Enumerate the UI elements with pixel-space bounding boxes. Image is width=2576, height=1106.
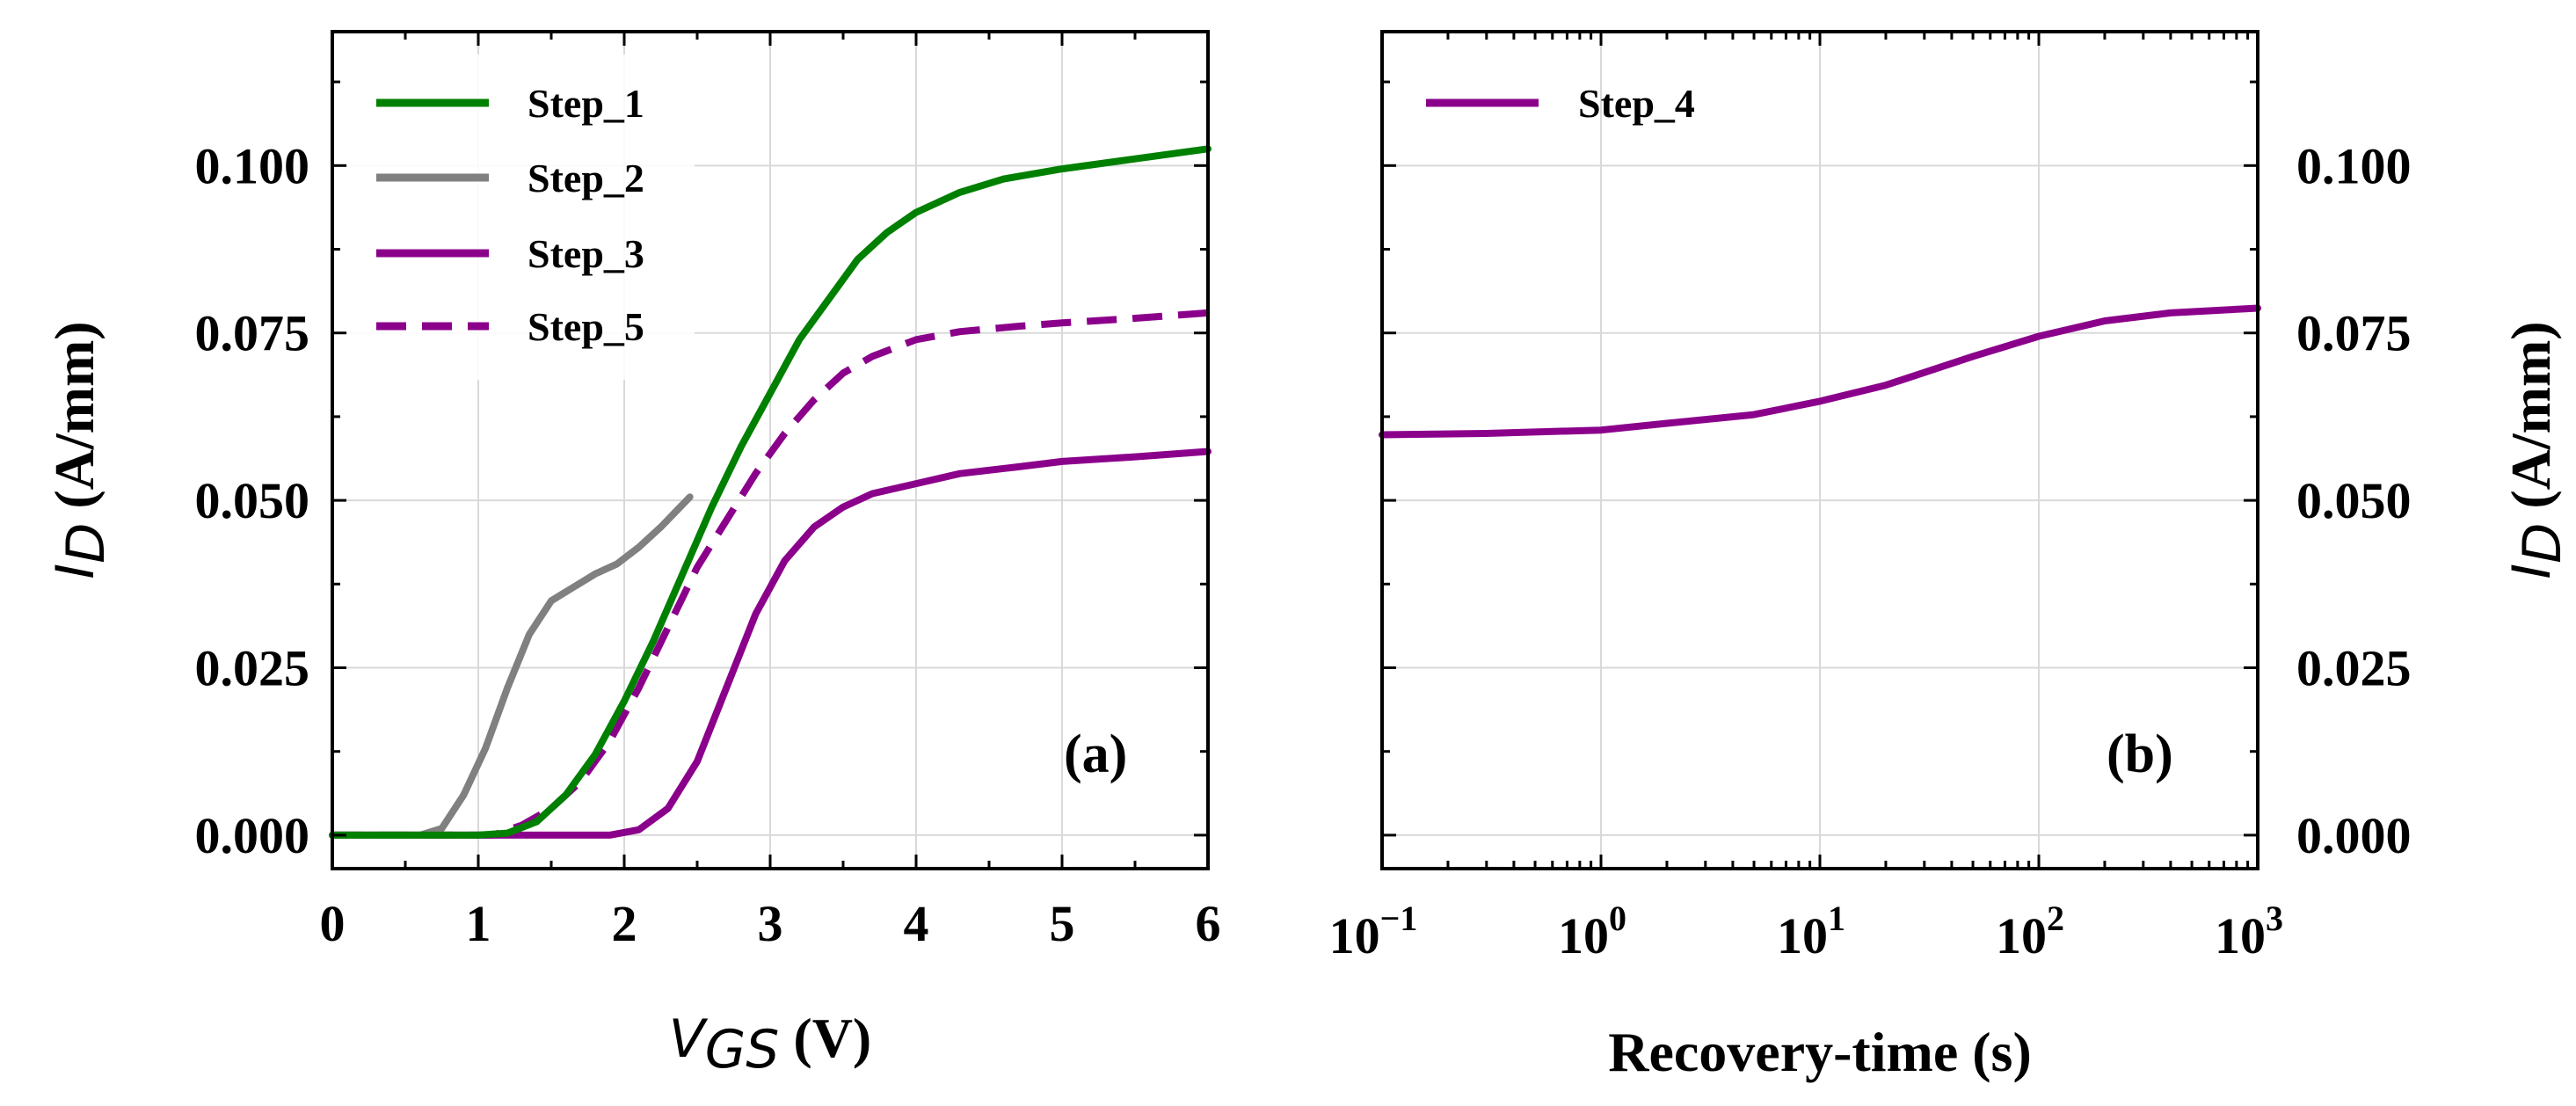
legend-label-step4: Step_4 (1578, 81, 1695, 126)
series-line-step3 (329, 447, 1212, 839)
series-line-step1 (329, 145, 1212, 839)
panel-a: 0 1 2 3 4 5 6 0.000 0.025 0.050 0.075 0.100 Step_1 … (43, 30, 1221, 1081)
y-tick-label-b-2: 0.050 (2296, 472, 2412, 529)
x-axis-title-b: Recovery-time (s) (1608, 1021, 2032, 1083)
legend-label-step5: Step_5 (528, 304, 644, 349)
x-tick-label-b-4: 103 (2215, 899, 2283, 964)
y-axis-title-b-unit: (A/mm) (2500, 321, 2562, 522)
y-tick-label-a-4: 0.100 (195, 137, 310, 194)
x-axis-title-a: VGS (V) (669, 1007, 871, 1081)
panel-label-b: (b) (2107, 724, 2173, 784)
y-tick-label-a-3: 0.075 (195, 305, 310, 362)
y-axis-title-b-sub: D (2512, 523, 2573, 564)
series-a (329, 145, 1212, 839)
y-axis-title-a-unit: (A/mm) (43, 321, 106, 522)
legend-label-step3: Step_3 (528, 231, 644, 276)
x-tick-label-b-1: 100 (1558, 899, 1626, 964)
ticks-a: 0 1 2 3 4 5 6 0.000 0.025 0.050 0.075 0.100 (195, 32, 1221, 952)
series-line-step4 (1379, 304, 2261, 439)
y-axis-title-a: ID (A/mm) (43, 321, 117, 578)
x-tick-label-a-2: 2 (612, 895, 637, 952)
x-axis-title-a-sub: GS (705, 1019, 780, 1081)
y-tick-label-a-1: 0.025 (195, 640, 310, 697)
y-tick-label-a-0: 0.000 (195, 807, 310, 864)
y-tick-label-b-4: 0.100 (2296, 137, 2412, 194)
y-axis-title-b-main: I (2501, 564, 2563, 579)
y-axis-title-a-sub: D (55, 523, 117, 564)
x-tick-label-b-3: 102 (1996, 899, 2064, 964)
legend-a: Step_1 Step_2 Step_3 Step_5 (347, 55, 695, 380)
x-axis-title-a-unit: (V) (779, 1007, 871, 1069)
x-tick-label-a-4: 4 (904, 895, 929, 952)
y-tick-label-b-1: 0.025 (2296, 640, 2412, 697)
legend-b: Step_4 (1426, 81, 1695, 126)
x-tick-label-b-0: 10−1 (1329, 899, 1418, 964)
x-tick-label-a-5: 5 (1050, 895, 1075, 952)
x-axis-title-a-main: V (669, 1008, 709, 1070)
legend-label-step1: Step_1 (528, 81, 644, 126)
x-tick-label-a-0: 0 (320, 895, 346, 952)
y-tick-label-a-2: 0.050 (195, 472, 310, 529)
y-axis-title-a-main: I (45, 564, 106, 579)
series-line-step2 (329, 493, 694, 839)
y-axis-title-b: ID (A/mm) (2500, 321, 2573, 578)
x-tick-label-a-6: 6 (1196, 895, 1221, 952)
panel-label-a: (a) (1064, 724, 1127, 784)
x-tick-label-a-1: 1 (466, 895, 491, 952)
legend-label-step2: Step_2 (528, 156, 644, 200)
series-b (1379, 304, 2261, 439)
y-tick-label-b-3: 0.075 (2296, 305, 2412, 362)
x-tick-label-b-2: 101 (1777, 899, 1845, 964)
x-tick-label-a-3: 3 (758, 895, 783, 952)
y-tick-label-b-0: 0.000 (2296, 807, 2412, 864)
